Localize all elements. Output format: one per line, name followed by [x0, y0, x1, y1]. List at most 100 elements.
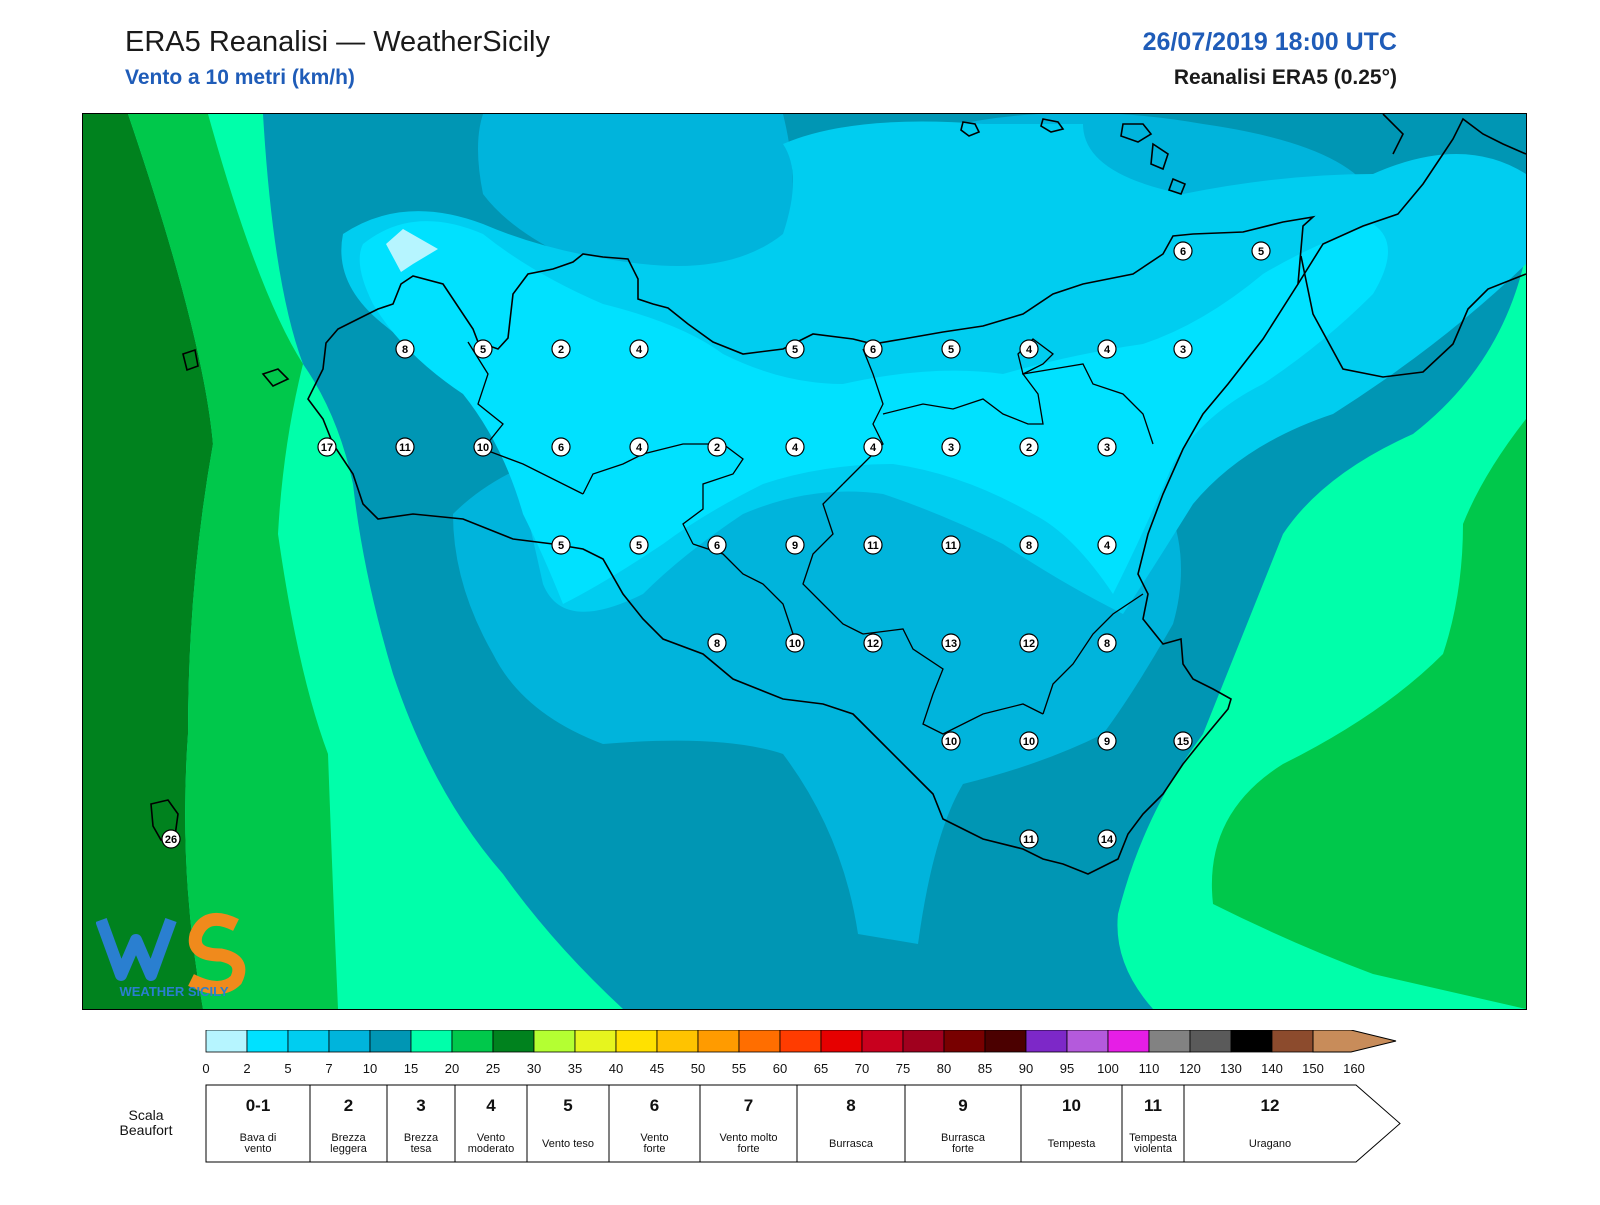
station-circle — [1097, 829, 1117, 849]
colorbar-swatch — [1025, 1029, 1068, 1053]
colorbar-swatch — [369, 1029, 412, 1053]
station-value: 10 — [477, 442, 489, 454]
station-value: 9 — [1104, 736, 1110, 748]
colorbar-tick-label: 35 — [568, 1061, 582, 1076]
map-title: ERA5 Reanalisi — WeatherSicily — [125, 26, 550, 58]
colorbar-swatch — [451, 1029, 494, 1053]
colorbar-swatch — [943, 1029, 986, 1053]
station-value: 12 — [1023, 638, 1035, 650]
station-circle — [707, 437, 727, 457]
beaufort-box — [454, 1084, 528, 1163]
station-value: 26 — [165, 834, 177, 846]
station-marker: 10 — [785, 633, 805, 653]
weathersicily-ws-logo-icon: WEATHER SICILY — [95, 912, 246, 999]
station-value: 4 — [636, 442, 643, 454]
station-circle — [941, 339, 961, 359]
valid-datetime: 26/07/2019 18:00 UTC — [1142, 28, 1397, 56]
beaufort-description: Vento teso — [542, 1138, 594, 1150]
colorbar-swatch — [1230, 1029, 1273, 1053]
station-value: 3 — [1180, 344, 1186, 356]
station-marker: 11 — [1019, 829, 1039, 849]
station-circle — [1019, 731, 1039, 751]
station-marker: 3 — [1173, 339, 1193, 359]
station-marker: 8 — [1019, 535, 1039, 555]
station-marker: 12 — [863, 633, 883, 653]
colorbar-tick-labels: 0 2 5 7 10 15 20 25 30 35 40 45 50 55 60 65 70 75 80 85 90 95… — [202, 1061, 1364, 1076]
wind-band-25-30-west — [83, 114, 213, 1009]
wind-band-20-25-east — [1211, 419, 1526, 1009]
logo-w-shape — [95, 917, 177, 981]
station-value: 9 — [792, 540, 798, 552]
station-value: 10 — [1023, 736, 1035, 748]
boundary-siracusa — [1042, 593, 1144, 715]
station-circle — [1173, 241, 1193, 261]
colorbar-tick-label: 150 — [1302, 1061, 1324, 1076]
colorbar-tick-label: 20 — [445, 1061, 459, 1076]
colorbar-swatch — [492, 1029, 535, 1053]
station-value: 6 — [1180, 246, 1186, 258]
station-marker: 2 — [551, 339, 571, 359]
station-circle — [551, 535, 571, 555]
station-value: 3 — [948, 442, 954, 454]
beaufort-number: 2 — [344, 1096, 353, 1115]
station-value: 3 — [1104, 442, 1110, 454]
calabria-ionian-coastline — [1300, 255, 1526, 378]
station-value: 11 — [1023, 834, 1035, 846]
boundary-lago — [1017, 338, 1054, 375]
calabria-north-coast — [1382, 114, 1404, 155]
beaufort-box — [386, 1084, 456, 1163]
beaufort-box — [904, 1084, 1022, 1163]
colorbar-swatch — [697, 1029, 740, 1053]
station-circle — [1173, 339, 1193, 359]
station-marker: 4 — [629, 437, 649, 457]
beaufort-number: 11 — [1144, 1096, 1162, 1115]
station-circle — [707, 633, 727, 653]
station-value: 2 — [1026, 442, 1032, 454]
station-circle — [1019, 633, 1039, 653]
station-value: 4 — [870, 442, 877, 454]
station-marker: 11 — [941, 535, 961, 555]
island-vulcano — [1167, 177, 1187, 195]
station-value: 8 — [402, 344, 408, 356]
beaufort-number: 0-1 — [246, 1096, 271, 1115]
beaufort-title-line1: Scala — [128, 1107, 164, 1123]
station-circle — [785, 339, 805, 359]
beaufort-description: Vento — [640, 1132, 668, 1144]
station-markers: 6 5 8 5 2 4 5 6 5 4 4 3 17 11 10 6 4 2 4… — [161, 241, 1271, 849]
island-filicudi — [1120, 123, 1153, 143]
station-circle — [1097, 633, 1117, 653]
station-marker: 11 — [395, 437, 415, 457]
wind-map-canvas: 6 5 8 5 2 4 5 6 5 4 4 3 17 11 10 6 4 2 4… — [83, 114, 1526, 1009]
station-marker: 6 — [551, 437, 571, 457]
station-circle — [317, 437, 337, 457]
beaufort-number: 8 — [846, 1096, 855, 1115]
station-circle — [1019, 535, 1039, 555]
station-marker: 5 — [551, 535, 571, 555]
colorbar-swatch — [1271, 1029, 1314, 1053]
station-marker: 9 — [1097, 731, 1117, 751]
colorbar-tick-label: 65 — [814, 1061, 828, 1076]
colorbar-tick-label: 55 — [732, 1061, 746, 1076]
colorbar-swatch — [1066, 1029, 1109, 1053]
colorbar-swatch — [410, 1029, 453, 1053]
station-circle — [1019, 829, 1039, 849]
beaufort-number: 3 — [416, 1096, 425, 1115]
station-value: 5 — [558, 540, 564, 552]
station-value: 8 — [1104, 638, 1110, 650]
colorbar-swatch — [1107, 1029, 1150, 1053]
station-marker: 4 — [863, 437, 883, 457]
map-subtitle: Vento a 10 metri (km/h) — [125, 66, 355, 89]
station-circle — [1097, 535, 1117, 555]
station-marker: 8 — [395, 339, 415, 359]
colorbar-swatch — [902, 1029, 945, 1053]
station-value: 2 — [714, 442, 720, 454]
station-value: 5 — [1258, 246, 1264, 258]
station-marker: 6 — [707, 535, 727, 555]
station-circle — [863, 633, 883, 653]
colorbar-tick-label: 0 — [202, 1061, 209, 1076]
beaufort-description: Vento — [477, 1132, 505, 1144]
station-value: 11 — [945, 540, 957, 552]
colorbar-swatch — [246, 1029, 289, 1053]
colorbar-swatch — [1189, 1029, 1232, 1053]
station-circle — [1097, 339, 1117, 359]
